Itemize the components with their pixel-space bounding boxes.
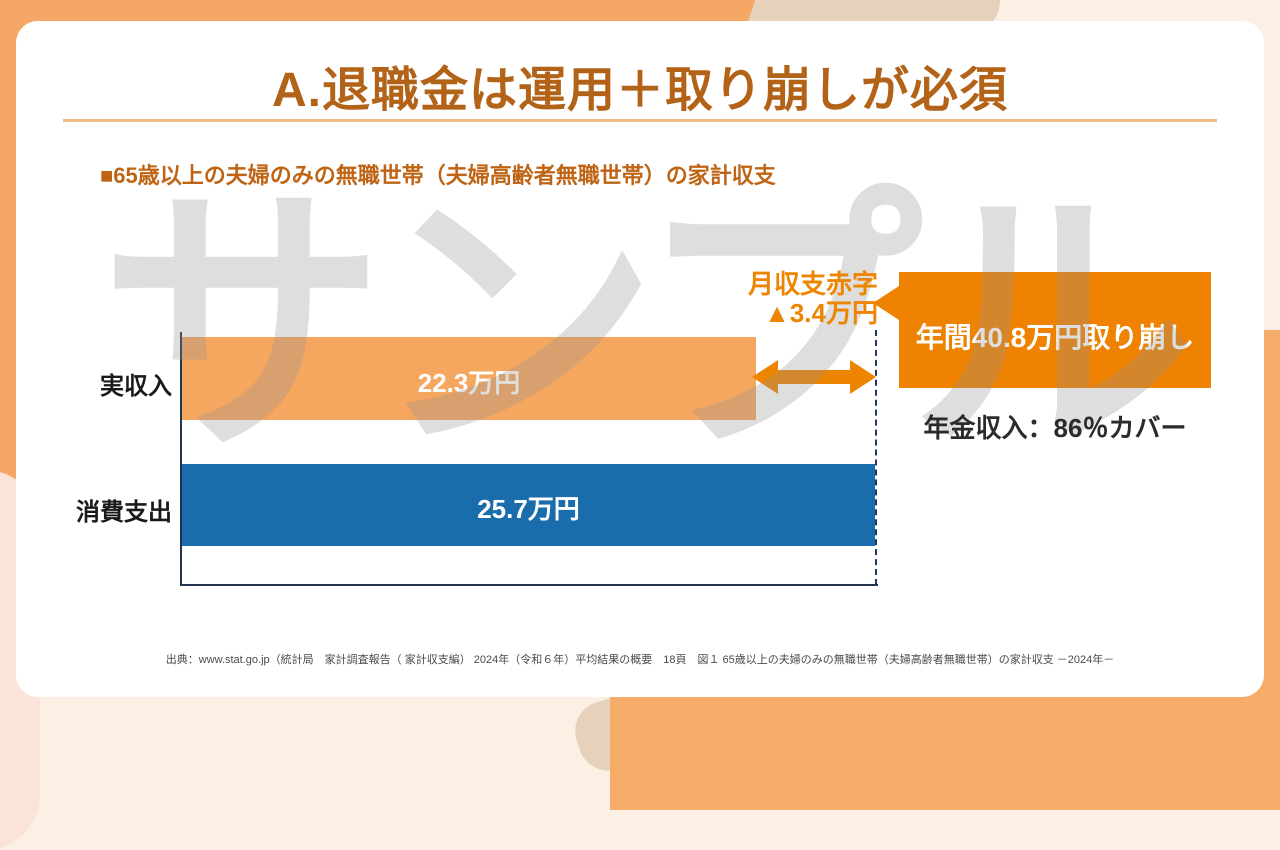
x-axis-line: [180, 584, 878, 586]
bar-expense: 25.7万円: [182, 464, 875, 546]
withdrawal-callout: 年間40.8万円取り崩し: [873, 272, 1211, 388]
pension-coverage-note: 年金収入：86％カバー: [923, 413, 1187, 443]
background-blob-orange-left: [0, 0, 18, 590]
category-label-income: 実収入: [100, 373, 172, 400]
withdrawal-callout-label: 年間40.8万円取り崩し: [915, 322, 1195, 353]
chart-heading: ■65歳以上の夫婦のみの無職世帯（夫婦高齢者無職世帯）の家計収支: [100, 163, 776, 188]
title-underline: [63, 119, 1217, 122]
callout-arrow-tip: [873, 286, 899, 320]
page-title: A.退職金は運用＋取り崩しが必須: [271, 64, 1008, 117]
bar-income: 22.3万円: [182, 337, 756, 420]
deficit-annotation-line1: 月収支赤字: [747, 269, 878, 299]
deficit-annotation-line2: ▲3.4万円: [764, 298, 878, 328]
bar-income-value: 22.3万円: [417, 368, 521, 398]
deficit-double-arrow-icon: [752, 360, 876, 394]
category-label-expense: 消費支出: [76, 499, 172, 526]
y-axis-line: [180, 332, 182, 585]
bar-expense-value: 25.7万円: [477, 494, 580, 524]
expense-reference-dashed-line: [875, 330, 877, 585]
source-citation: 出典：www.stat.go.jp（統計局 家計調査報告（ 家計収支編） 202…: [165, 654, 1115, 666]
deficit-annotation: 月収支赤字 ▲3.4万円: [690, 270, 878, 328]
